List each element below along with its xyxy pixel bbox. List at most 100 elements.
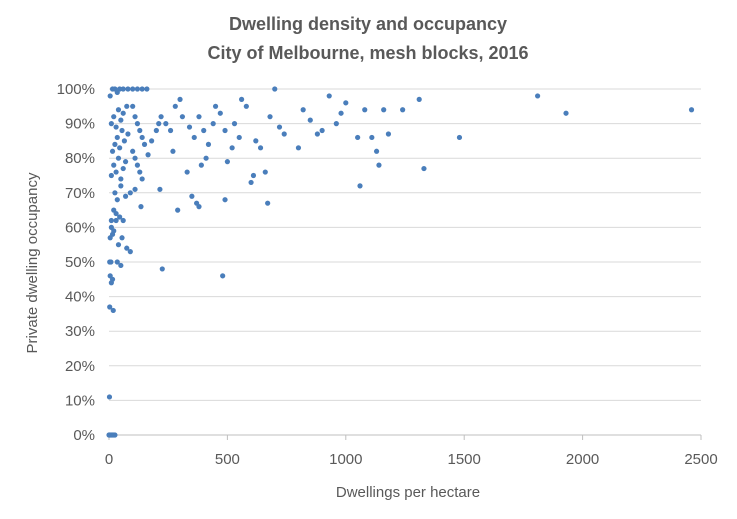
data-point [120, 217, 126, 224]
data-point [153, 127, 159, 134]
data-point [118, 117, 124, 123]
data-point [158, 114, 164, 120]
data-point [111, 114, 117, 120]
data-point [141, 141, 148, 147]
data-point [400, 107, 406, 113]
data-point [118, 176, 124, 182]
data-point [319, 127, 325, 134]
data-point [184, 169, 190, 175]
data-point [114, 197, 120, 203]
data-point [118, 262, 124, 269]
data-point [172, 103, 178, 109]
chart-title: Dwelling density and occupancy [229, 14, 507, 34]
data-point [196, 204, 202, 210]
y-tick-label: 10% [65, 392, 95, 409]
data-point [127, 249, 133, 255]
data-point [362, 107, 368, 113]
data-point [189, 193, 195, 199]
x-axis-title: Dwellings per hectare [336, 484, 480, 501]
data-point [122, 159, 129, 165]
data-point [198, 162, 204, 168]
data-points [106, 86, 695, 438]
data-point [456, 134, 463, 141]
data-point [115, 155, 122, 161]
data-point [117, 86, 123, 92]
data-point [117, 214, 123, 220]
y-tick-label: 70% [65, 185, 95, 202]
data-point [115, 107, 122, 113]
data-point [300, 107, 306, 113]
data-point [108, 121, 114, 127]
x-tick-label: 1500 [448, 451, 481, 468]
data-point [125, 86, 131, 92]
data-point [376, 162, 382, 168]
data-point [120, 86, 126, 92]
x-tick-label: 1000 [329, 451, 362, 468]
data-point [333, 121, 339, 127]
data-point [688, 107, 695, 113]
data-point [236, 134, 242, 141]
data-point [134, 162, 141, 168]
data-point [231, 121, 238, 127]
data-point [127, 190, 133, 196]
data-point [369, 134, 375, 141]
y-tick-label: 60% [65, 219, 95, 236]
x-axis-ticks: 0 500 1000 1500 2000 2500 [105, 435, 718, 468]
data-point [314, 131, 320, 137]
data-point [222, 197, 228, 203]
data-point [307, 117, 313, 123]
data-point [113, 124, 119, 130]
data-point [248, 179, 254, 186]
y-tick-label: 20% [65, 358, 95, 375]
data-point [381, 107, 387, 113]
data-point [385, 131, 392, 137]
data-point [119, 127, 125, 134]
data-point [118, 183, 124, 189]
data-point [144, 86, 150, 92]
data-point [373, 148, 380, 154]
data-point [107, 93, 113, 99]
data-point [157, 186, 163, 192]
data-point [156, 121, 162, 127]
data-point [111, 162, 117, 168]
data-point [125, 131, 131, 137]
data-point [212, 103, 219, 109]
data-point [130, 86, 136, 92]
data-point [563, 110, 569, 116]
data-point [191, 134, 197, 141]
data-point [201, 127, 207, 134]
y-tick-label: 100% [57, 81, 95, 98]
data-point [115, 242, 122, 248]
data-point [124, 103, 130, 109]
data-point [139, 86, 145, 92]
data-point [113, 217, 119, 224]
data-point [267, 114, 273, 120]
data-point [281, 131, 287, 137]
data-point [355, 134, 361, 141]
data-point [124, 245, 130, 251]
data-point [137, 127, 143, 134]
data-point [109, 148, 116, 154]
data-point [357, 183, 363, 189]
data-point [338, 110, 344, 116]
data-point [108, 172, 114, 179]
data-point [196, 114, 202, 120]
data-point [113, 169, 119, 175]
data-point [217, 110, 223, 116]
data-point [134, 121, 141, 127]
y-tick-label: 40% [65, 289, 95, 306]
data-point [224, 159, 230, 165]
data-point [145, 152, 151, 158]
y-tick-label: 0% [73, 427, 95, 444]
data-point [253, 138, 259, 144]
data-point [203, 155, 209, 161]
data-point [179, 114, 186, 120]
data-point [132, 186, 138, 192]
data-point [111, 228, 117, 234]
data-point [326, 93, 332, 99]
data-point [132, 114, 138, 120]
data-point [111, 207, 117, 213]
data-point [170, 148, 176, 154]
data-point [122, 193, 129, 199]
data-point [107, 304, 113, 310]
